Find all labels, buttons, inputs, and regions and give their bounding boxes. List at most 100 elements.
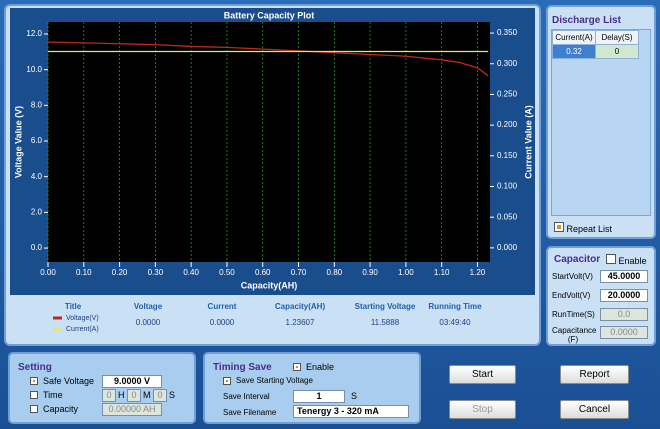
x-tick-label: 1.00	[398, 268, 414, 277]
table-header: Title	[65, 302, 82, 311]
x-tick-label: 0.00	[40, 268, 56, 277]
text-field: 0	[102, 389, 116, 402]
y-tick-label: 4.0	[31, 172, 43, 181]
checkbox[interactable]	[223, 377, 231, 385]
repeat-row: Repeat List	[554, 222, 654, 234]
y2-tick-label: 0.200	[497, 120, 518, 129]
text-field: 0.00000 AH	[102, 403, 162, 416]
x-axis-title: Capacity(AH)	[241, 280, 298, 290]
x-tick-label: 0.90	[362, 268, 378, 277]
x-tick-label: 0.50	[219, 268, 235, 277]
y-tick-label: 0.0	[31, 243, 43, 252]
checkbox-label: Repeat List	[566, 224, 613, 234]
x-tick-label: 0.60	[255, 268, 271, 277]
cancel-button[interactable]: Cancel	[560, 400, 629, 419]
checkbox-label: Enable	[306, 362, 335, 372]
y2-tick-label: 0.100	[497, 182, 518, 191]
y2-tick-label: 0.250	[497, 90, 518, 99]
field-label: Capacitance (F)	[552, 326, 597, 344]
unit-label: S	[169, 390, 176, 400]
y2-tick-label: 0.350	[497, 28, 518, 37]
legend-swatch	[53, 327, 62, 331]
text-field[interactable]: 1	[293, 390, 345, 403]
table-cell: 1.23607	[286, 318, 315, 327]
capacitor-panel: Capacitor Enable StartVolt(V) 45.0000 En…	[546, 246, 656, 346]
text-field: 0.0	[600, 308, 648, 321]
text-field[interactable]: Tenergy 3 - 320 mA	[293, 405, 409, 418]
table-cell: 0.0000	[210, 318, 235, 327]
checkbox[interactable]	[554, 222, 564, 232]
table-header: Running Time	[428, 302, 482, 311]
legend-swatch	[53, 316, 62, 320]
checkbox[interactable]	[293, 363, 301, 371]
y2-tick-label: 0.150	[497, 151, 518, 160]
y-tick-label: 10.0	[26, 65, 42, 74]
checkbox-label: Enable	[618, 256, 647, 266]
x-tick-label: 0.30	[148, 268, 164, 277]
legend-label: Current(A)	[66, 326, 99, 333]
legend-label: Voltage(V)	[66, 315, 99, 322]
cell[interactable]: 0.32	[552, 44, 596, 59]
checkbox-label: Save Starting Voltage	[236, 376, 313, 385]
x-tick-label: 0.20	[112, 268, 128, 277]
y-axis-title: Voltage Value (V)	[13, 106, 23, 178]
chart-title: Battery Capacity Plot	[224, 10, 315, 20]
x-tick-label: 1.10	[434, 268, 450, 277]
report-button[interactable]: Report	[560, 365, 629, 384]
checkbox[interactable]	[30, 377, 38, 385]
panel-title: Capacitor	[554, 254, 601, 265]
text-field[interactable]: 20.0000	[600, 289, 648, 302]
x-tick-label: 0.70	[291, 268, 307, 277]
column-header[interactable]: Current(A)	[552, 30, 596, 45]
plot-area	[48, 22, 490, 262]
cell[interactable]: 0	[595, 44, 639, 59]
panel-title: Timing Save	[213, 362, 272, 373]
checkbox[interactable]	[30, 391, 38, 399]
y2-tick-label: 0.050	[497, 212, 518, 221]
table-cell: 11.5888	[371, 318, 400, 327]
field-label: EndVolt(V)	[552, 291, 591, 300]
text-field: 0.0000	[600, 326, 648, 339]
y-tick-label: 6.0	[31, 136, 43, 145]
table-cell: 03:49:40	[439, 318, 471, 327]
y2-tick-label: 0.300	[497, 59, 518, 68]
y2-axis-title: Current Value (A)	[523, 105, 533, 179]
enable-row: Enable	[606, 254, 647, 266]
text-field[interactable]: 45.0000	[600, 270, 648, 283]
table-header: Starting Voltage	[355, 302, 416, 311]
table-header: Current	[208, 302, 237, 311]
field-label: StartVolt(V)	[552, 272, 593, 281]
table-cell: 0.0000	[136, 318, 161, 327]
table-header: Voltage	[134, 302, 163, 311]
timing-save-panel: Timing Save Enable Save Starting Voltage…	[203, 352, 421, 424]
y-tick-label: 12.0	[26, 29, 42, 38]
text-field: 0	[153, 389, 167, 402]
checkbox-label: Capacity	[43, 404, 79, 414]
text-field[interactable]: 9.0000 V	[102, 375, 162, 388]
x-tick-label: 0.10	[76, 268, 92, 277]
unit-label: M	[143, 390, 151, 400]
column-header[interactable]: Delay(S)	[595, 30, 639, 45]
checkbox-label: Time	[43, 390, 63, 400]
checkbox[interactable]	[30, 405, 38, 413]
discharge-table: Current(A) Delay(S) 0.32 0	[552, 30, 639, 59]
setting-panel: Setting Safe Voltage 9.0000 V Time 0 H 0…	[8, 352, 196, 424]
stop-button: Stop	[449, 400, 516, 419]
table-header: Capacity(AH)	[275, 302, 326, 311]
panel-title: Discharge List	[552, 15, 621, 26]
unit-label: H	[118, 390, 125, 400]
checkbox-label: Safe Voltage	[43, 376, 95, 386]
panel-title: Setting	[18, 362, 52, 373]
unit-label: S	[351, 391, 358, 401]
x-tick-label: 0.40	[183, 268, 199, 277]
x-tick-label: 1.20	[470, 268, 486, 277]
start-button[interactable]: Start	[449, 365, 516, 384]
checkbox[interactable]	[606, 254, 616, 264]
y-tick-label: 2.0	[31, 208, 43, 217]
y-tick-label: 8.0	[31, 100, 43, 109]
field-label: Save Filename	[223, 408, 277, 417]
text-field: 0	[127, 389, 141, 402]
x-tick-label: 0.80	[327, 268, 343, 277]
field-label: RunTime(S)	[552, 310, 595, 319]
